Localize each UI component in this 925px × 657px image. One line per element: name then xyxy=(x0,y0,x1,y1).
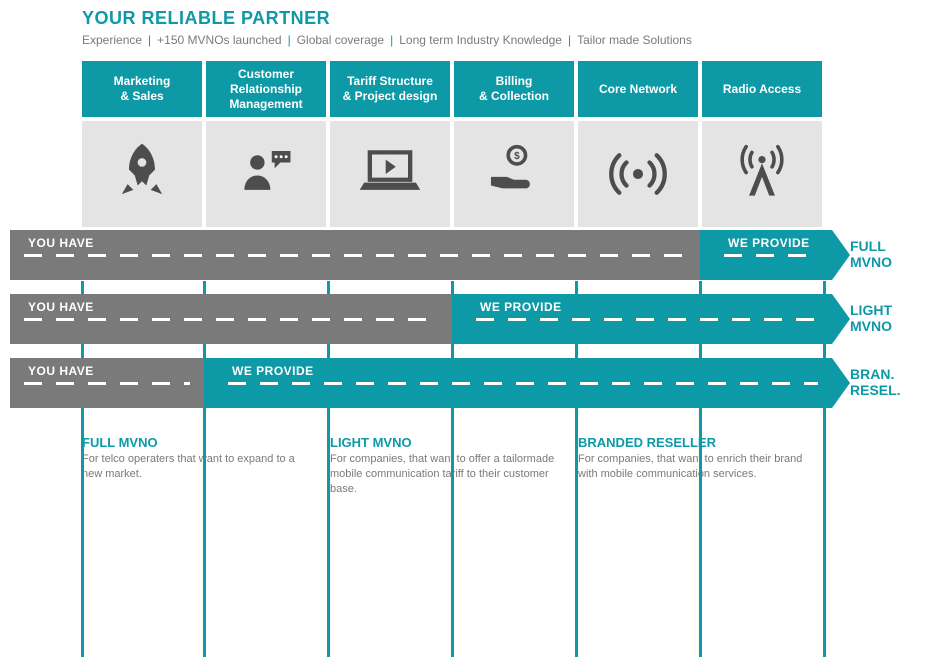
lane-light: YOU HAVE WE PROVIDE LIGHTMVNO xyxy=(0,294,925,344)
arrowhead-icon xyxy=(832,230,850,280)
lane-label: BRAN.RESEL. xyxy=(850,366,901,398)
column-header: Tariff Structure& Project design xyxy=(330,61,450,117)
column-header: Marketing& Sales xyxy=(82,61,202,117)
lane-brand: YOU HAVE WE PROVIDE BRAN.RESEL. xyxy=(0,358,925,408)
subtitle-item: Tailor made Solutions xyxy=(577,33,692,47)
segment-you-have: YOU HAVE xyxy=(10,294,452,344)
person-chat-icon xyxy=(206,121,326,227)
you-have-label: YOU HAVE xyxy=(28,364,94,378)
subtitle-item: Global coverage xyxy=(297,33,384,47)
page-title: YOUR RELIABLE PARTNER xyxy=(82,8,925,29)
column-header: Billing& Collection xyxy=(454,61,574,117)
svg-text:$: $ xyxy=(514,151,520,162)
lanes: YOU HAVE WE PROVIDE FULLMVNO YOU HAVE WE PRO… xyxy=(0,230,925,422)
rocket-icon xyxy=(82,121,202,227)
hand-coin-icon: $ xyxy=(454,121,574,227)
segment-you-have: YOU HAVE xyxy=(10,358,204,408)
you-have-label: YOU HAVE xyxy=(28,236,94,250)
column-header: Radio Access xyxy=(702,61,822,117)
subtitle-item: Experience xyxy=(82,33,142,47)
description-title: BRANDED RESELLER xyxy=(578,435,812,450)
description-text: For companies, that want to offer a tail… xyxy=(330,452,564,497)
laptop-arrow-icon xyxy=(330,121,450,227)
lane-label: FULLMVNO xyxy=(850,238,892,270)
description-text: For telco operaters that want to expand … xyxy=(82,452,316,482)
description-title: FULL MVNO xyxy=(82,435,316,450)
tower-icon xyxy=(702,121,822,227)
column-header: Customer RelationshipManagement xyxy=(206,61,326,117)
subtitle: Experience|+150 MVNOs launched|Global co… xyxy=(82,33,925,47)
lane-full: YOU HAVE WE PROVIDE FULLMVNO xyxy=(0,230,925,280)
segment-we-provide: WE PROVIDE xyxy=(700,230,832,280)
segment-you-have: YOU HAVE xyxy=(10,230,700,280)
description-text: For companies, that want to enrich their… xyxy=(578,452,812,482)
you-have-label: YOU HAVE xyxy=(28,300,94,314)
arrowhead-icon xyxy=(832,358,850,408)
we-provide-label: WE PROVIDE xyxy=(232,364,314,378)
column-header: Core Network xyxy=(578,61,698,117)
segment-we-provide: WE PROVIDE xyxy=(452,294,832,344)
description-title: LIGHT MVNO xyxy=(330,435,564,450)
we-provide-label: WE PROVIDE xyxy=(480,300,562,314)
arrowhead-icon xyxy=(832,294,850,344)
segment-we-provide: WE PROVIDE xyxy=(204,358,832,408)
wave-dot-icon xyxy=(578,121,698,227)
we-provide-label: WE PROVIDE xyxy=(728,236,810,250)
subtitle-item: Long term Industry Knowledge xyxy=(399,33,562,47)
subtitle-item: +150 MVNOs launched xyxy=(157,33,281,47)
lane-label: LIGHTMVNO xyxy=(850,302,892,334)
